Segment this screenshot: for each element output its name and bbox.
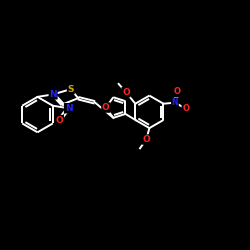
- Text: O: O: [174, 87, 181, 96]
- Text: S: S: [68, 85, 74, 94]
- Text: O: O: [182, 104, 189, 113]
- Text: O: O: [142, 135, 150, 144]
- Text: O: O: [56, 116, 63, 124]
- Text: O: O: [122, 88, 130, 97]
- Text: O: O: [102, 103, 110, 112]
- Text: N: N: [172, 98, 178, 107]
- Text: N: N: [49, 90, 57, 99]
- Text: N: N: [65, 104, 72, 113]
